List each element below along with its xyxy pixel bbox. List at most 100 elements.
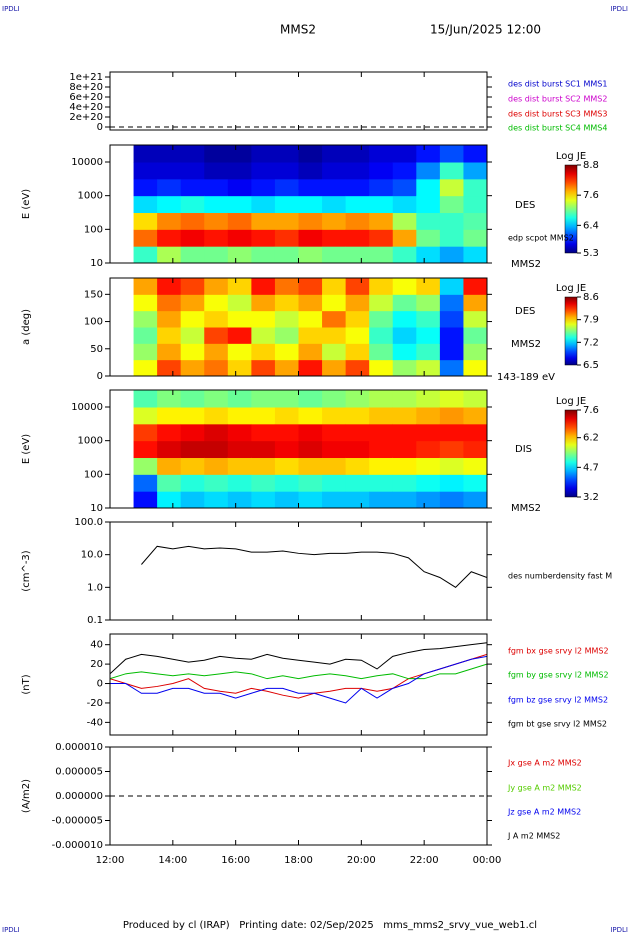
heatmap-cell: [439, 162, 464, 180]
heatmap-cell: [416, 195, 441, 214]
heatmap-cell: [180, 195, 205, 214]
heatmap-cell: [227, 491, 252, 508]
heatmap-cell: [369, 343, 394, 361]
heatmap-cell: [227, 229, 252, 247]
y-tick-label: 1000: [78, 436, 103, 447]
heatmap-cell: [345, 327, 370, 344]
heatmap-cell: [157, 294, 182, 312]
heatmap-cell: [180, 423, 205, 442]
heatmap-cell: [392, 390, 417, 408]
panel: [133, 390, 487, 508]
heatmap-cell: [345, 390, 370, 408]
heatmap-cell: [322, 327, 347, 344]
heatmap-cell: [180, 407, 205, 425]
heatmap-cell: [416, 145, 441, 163]
heatmap-cell: [463, 246, 487, 263]
heatmap-cell: [157, 359, 182, 376]
y-tick-label: 0: [97, 371, 103, 382]
heatmap-cell: [133, 229, 158, 247]
heatmap-cell: [251, 145, 276, 163]
heatmap-cell: [369, 212, 394, 230]
y-tick-label: 6e+20: [69, 92, 103, 103]
heatmap-cell: [416, 440, 441, 459]
title: MMS2: [280, 23, 316, 37]
heatmap-cell: [463, 390, 487, 408]
heatmap-cell: [298, 195, 323, 214]
heatmap-cell: [251, 212, 276, 230]
heatmap-cell: [251, 278, 276, 295]
heatmap-cell: [274, 162, 299, 180]
heatmap-cell: [416, 278, 441, 295]
heatmap-cell: [298, 145, 323, 163]
y-tick-label: 0.000000: [55, 791, 103, 802]
heatmap-cell: [204, 229, 229, 247]
heatmap-cell: [298, 407, 323, 425]
heatmap-cell: [322, 407, 347, 425]
heatmap-cell: [416, 310, 441, 328]
heatmap-cell: [369, 178, 394, 197]
y-tick-label: -40: [87, 717, 103, 728]
heatmap-cell: [157, 278, 182, 295]
heatmap-cell: [439, 178, 464, 197]
heatmap-cell: [227, 440, 252, 459]
colorbar-title: Log JE: [556, 283, 586, 294]
heatmap-cell: [251, 229, 276, 247]
heatmap-cell: [345, 407, 370, 425]
heatmap-cell: [227, 474, 252, 492]
legend-entry: des dist burst SC1 MMS1: [508, 80, 607, 89]
heatmap-cell: [227, 294, 252, 312]
legend-entry: fgm by gse srvy l2 MMS2: [508, 671, 609, 680]
heatmap-cell: [463, 491, 487, 508]
series-label: des numberdensity fast M: [508, 572, 612, 581]
y-tick-label: 0.1: [87, 615, 103, 626]
heatmap-cell: [369, 195, 394, 214]
heatmap-cell: [180, 491, 205, 508]
logo: IPDLI: [610, 5, 628, 13]
heatmap-cell: [180, 246, 205, 263]
y-tick-label: 1000: [78, 191, 103, 202]
heatmap-cell: [416, 246, 441, 263]
heatmap-cell: [133, 145, 158, 163]
heatmap-cell: [369, 423, 394, 442]
heatmap-cell: [439, 327, 464, 344]
heatmap-cell: [133, 457, 158, 475]
heatmap-cell: [298, 327, 323, 344]
logo: IPDLI: [610, 926, 628, 934]
heatmap-cell: [180, 343, 205, 361]
heatmap-cell: [416, 162, 441, 180]
heatmap-cell: [133, 246, 158, 263]
heatmap-cell: [133, 294, 158, 312]
x-tick-label: 18:00: [284, 855, 313, 866]
colorbar-title: Log JE: [556, 151, 586, 162]
heatmap-cell: [298, 246, 323, 263]
heatmap-cell: [345, 440, 370, 459]
heatmap-cell: [322, 145, 347, 163]
heatmap-cell: [251, 195, 276, 214]
y-tick-label: 0.000010: [55, 742, 103, 753]
colorbar-tick-label: 6.4: [583, 220, 599, 231]
x-tick-label: 20:00: [347, 855, 376, 866]
heatmap-cell: [345, 359, 370, 376]
heatmap-cell: [369, 310, 394, 328]
heatmap-cell: [463, 474, 487, 492]
heatmap-cell: [463, 229, 487, 247]
colorbar-tick-label: 5.3: [583, 248, 599, 259]
heatmap-cell: [439, 310, 464, 328]
heatmap-cell: [157, 423, 182, 442]
heatmap-cell: [251, 327, 276, 344]
heatmap-cell: [251, 162, 276, 180]
y-tick-label: -0.000010: [52, 840, 103, 851]
heatmap-cell: [463, 212, 487, 230]
heatmap-cell: [369, 407, 394, 425]
heatmap-cell: [227, 423, 252, 442]
legend-entry: fgm bt gse srvy l2 MMS2: [508, 720, 607, 729]
heatmap-cell: [439, 457, 464, 475]
heatmap-cell: [204, 195, 229, 214]
heatmap-cell: [322, 440, 347, 459]
heatmap-cell: [463, 457, 487, 475]
heatmap-cell: [251, 310, 276, 328]
heatmap-cell: [298, 474, 323, 492]
heatmap-cell: [274, 195, 299, 214]
y-tick-label: 8e+20: [69, 82, 103, 93]
heatmap-cell: [392, 359, 417, 376]
